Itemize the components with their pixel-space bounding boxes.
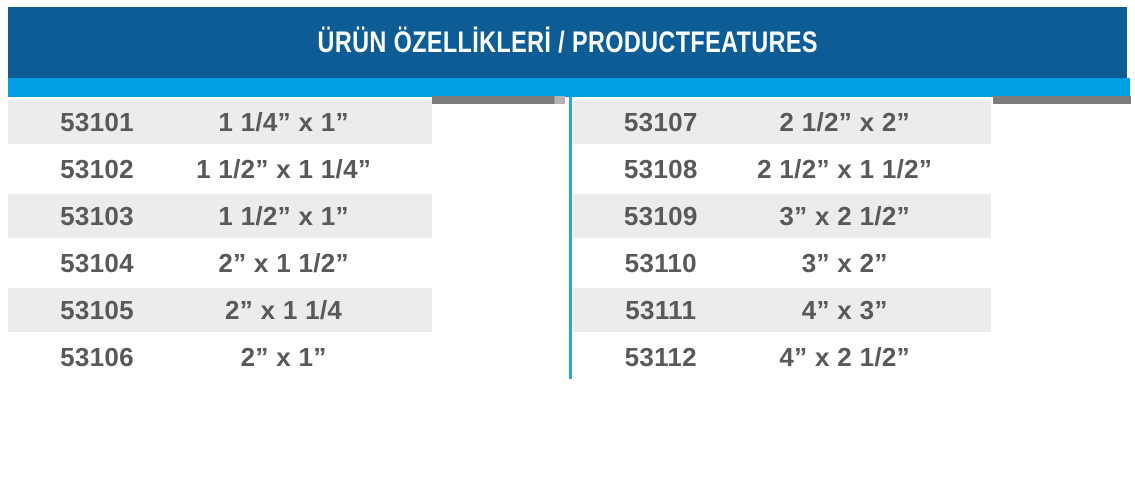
table-row: 53101 1 1/4” x 1” bbox=[8, 100, 432, 144]
table-row: 53104 2” x 1 1/2” bbox=[8, 241, 432, 285]
product-size: 2” x 1 1/2” bbox=[218, 247, 349, 278]
product-size: 2” x 1 1/4 bbox=[224, 294, 343, 325]
product-size: 1 1/2” x 1 1/4” bbox=[196, 153, 372, 184]
product-size: 2” x 1” bbox=[240, 341, 327, 372]
section-header: ÜRÜN ÖZELLİKLERİ / PRODUCTFEATURES bbox=[8, 7, 1127, 78]
product-code: 53112 bbox=[624, 341, 697, 372]
product-size: 3” x 2” bbox=[801, 247, 888, 278]
table-row: 53103 1 1/2” x 1” bbox=[8, 194, 432, 238]
product-size: 1 1/4” x 1” bbox=[218, 106, 349, 137]
table-row: 53110 3” x 2” bbox=[573, 241, 991, 285]
product-code: 53110 bbox=[624, 247, 697, 278]
product-code: 53105 bbox=[60, 294, 134, 325]
product-size: 1 1/2” x 1” bbox=[218, 200, 349, 231]
table-row: 53108 2 1/2” x 1 1/2” bbox=[573, 147, 991, 191]
table-row: 53106 2” x 1” bbox=[8, 335, 432, 379]
product-code: 53102 bbox=[60, 153, 134, 184]
table-row: 53109 3” x 2 1/2” bbox=[573, 194, 991, 238]
product-code: 53104 bbox=[60, 247, 134, 278]
table-row: 53107 2 1/2” x 2” bbox=[573, 100, 991, 144]
product-size: 4” x 2 1/2” bbox=[779, 341, 910, 372]
table-row: 53111 4” x 3” bbox=[573, 288, 991, 332]
product-code: 53106 bbox=[60, 341, 134, 372]
product-size: 4” x 3” bbox=[801, 294, 888, 325]
product-code: 53111 bbox=[625, 294, 697, 325]
product-code: 53108 bbox=[623, 153, 698, 184]
product-table-right: 53107 2 1/2” x 2” 53108 2 1/2” x 1 1/2” … bbox=[573, 100, 991, 382]
column-divider bbox=[569, 97, 572, 379]
accent-bar bbox=[8, 78, 1130, 97]
product-size: 3” x 2 1/2” bbox=[779, 200, 910, 231]
table-row: 53112 4” x 2 1/2” bbox=[573, 335, 991, 379]
gray-strip-right bbox=[993, 96, 1131, 104]
gray-strip-left bbox=[432, 96, 565, 104]
product-table-left: 53101 1 1/4” x 1” 53102 1 1/2” x 1 1/4” … bbox=[8, 100, 432, 382]
table-row: 53102 1 1/2” x 1 1/4” bbox=[8, 147, 432, 191]
section-title: ÜRÜN ÖZELLİKLERİ / PRODUCTFEATURES bbox=[317, 25, 818, 59]
product-code: 53109 bbox=[623, 200, 698, 231]
product-code: 53103 bbox=[60, 200, 134, 231]
product-size: 2 1/2” x 1 1/2” bbox=[757, 153, 933, 184]
table-row: 53105 2” x 1 1/4 bbox=[8, 288, 432, 332]
product-code: 53107 bbox=[623, 106, 698, 137]
product-code: 53101 bbox=[60, 106, 134, 137]
product-size: 2 1/2” x 2” bbox=[779, 106, 910, 137]
